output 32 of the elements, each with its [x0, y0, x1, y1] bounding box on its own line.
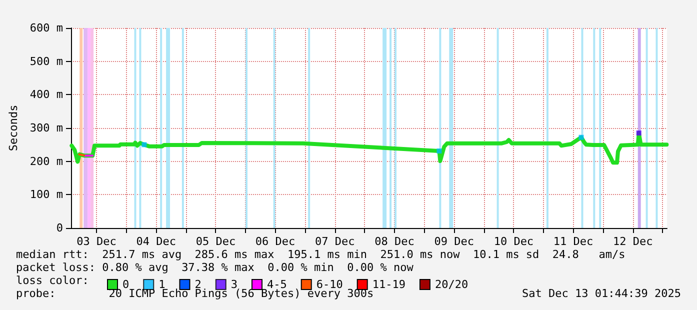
x-tick-label: 06 Dec: [255, 235, 296, 248]
legend-label: 0: [122, 278, 130, 291]
y-tick-label: 200 m: [30, 154, 64, 168]
y-axis-title: Seconds: [7, 104, 20, 152]
y-tick-label: 500 m: [30, 54, 64, 68]
x-tick-label: 05 Dec: [196, 235, 236, 248]
y-tick-label: 400 m: [30, 88, 64, 102]
x-tick-label: 04 Dec: [136, 235, 176, 248]
point: [578, 134, 584, 140]
x-tick-label: 03 Dec: [76, 235, 116, 248]
legend-label: 6-10: [316, 278, 343, 291]
y-tick-label: 0: [56, 222, 64, 234]
legend-label: 20/20: [434, 278, 468, 291]
point: [142, 142, 147, 148]
point: [636, 130, 642, 136]
y-tick-label: 300 m: [30, 122, 64, 134]
text: Sat Dec 13 01:44:39 2025: [522, 287, 682, 300]
x-tick-label: 11 Dec: [553, 235, 594, 248]
text: packet loss: 0.80 % avg 37.38 % max 0.00 % min 0.00 % now: [16, 261, 414, 274]
x-tick-label: 08 Dec: [374, 235, 414, 248]
x-tick-label: 10 Dec: [494, 235, 534, 248]
y-tick-label: 600 m: [30, 22, 64, 34]
legend-label: 4-5: [266, 278, 287, 291]
y-tick-label: 100 m: [30, 188, 64, 202]
x-tick-label: 12 Dec: [613, 235, 653, 248]
x-tick-label: 09 Dec: [434, 235, 474, 248]
point: [436, 148, 442, 154]
legend-title: loss color:: [16, 274, 89, 287]
legend-label: 3: [230, 278, 238, 291]
legend-label: 11-19: [372, 278, 406, 291]
text: median rtt: 251.7 ms avg 285.6 ms max 195.1 ms min 251.0 ms now 10.1 ms sd 24.8 am/s: [16, 248, 626, 261]
x-tick-label: 07 Dec: [315, 235, 355, 248]
